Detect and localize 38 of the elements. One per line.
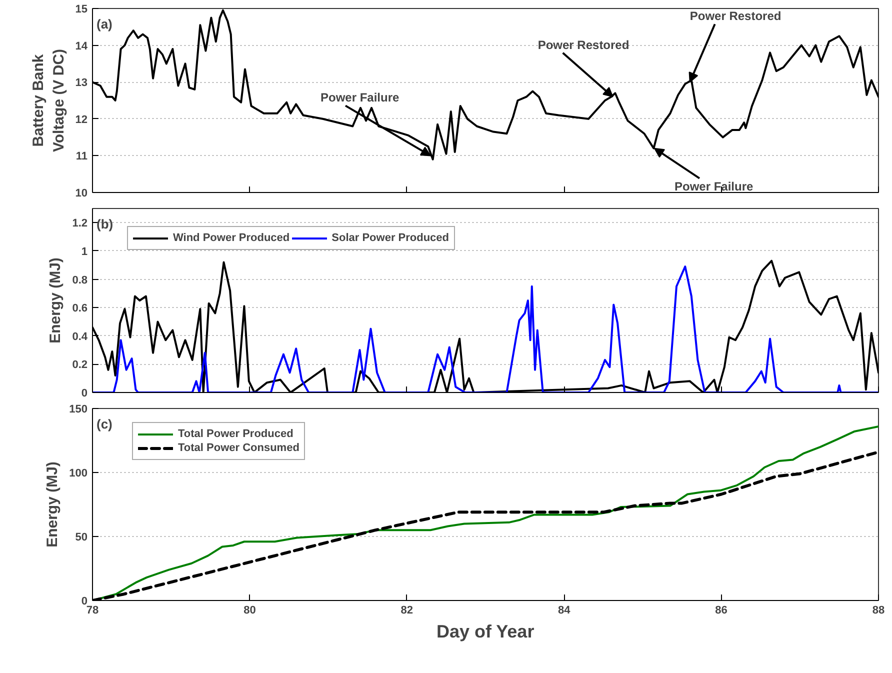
legend-label: Total Power Produced (178, 428, 294, 440)
y-tick-label: 0.6 (72, 302, 88, 315)
y-tick-label: 100 (69, 468, 88, 480)
y-tick-label: 1 (81, 246, 88, 258)
y-tick-label: 14 (75, 40, 88, 52)
y-tick-label: 11 (76, 150, 88, 163)
legend-label: Wind Power Produced (173, 232, 290, 244)
y-axis-title: Battery Bank Voltage (V DC) (30, 48, 68, 152)
y-tick-label: 50 (75, 532, 88, 544)
y-axis-title: Energy (MJ) (47, 258, 64, 344)
y-tick-label: 10 (75, 188, 88, 200)
legend-label: Solar Power Produced (332, 232, 450, 244)
y-tick-label: 0 (81, 388, 88, 400)
annotation: (b) (96, 216, 114, 232)
annotation: Power Restored (690, 9, 782, 24)
annotation: Power Failure (674, 179, 754, 194)
annotation: Power Restored (538, 38, 630, 52)
x-tick-label: 88 (872, 604, 885, 616)
x-tick-label: 78 (86, 604, 99, 616)
y-tick-label: 0 (81, 596, 88, 608)
x-tick-label: 82 (400, 604, 414, 616)
legend-label: Total Power Consumed (178, 442, 300, 454)
annotation: Power Failure (320, 90, 400, 105)
y-tick-label: 12 (75, 114, 88, 126)
y-axis-title: Energy (MJ) (44, 462, 62, 548)
annotation: (a) (96, 16, 112, 32)
y-tick-label: 150 (69, 404, 88, 416)
annotation: (c) (96, 416, 112, 432)
x-tick-label: 84 (558, 604, 572, 616)
y-tick-label: 13 (75, 77, 88, 90)
y-tick-label: 1.2 (72, 218, 88, 230)
x-tick-label: 86 (715, 604, 728, 616)
y-tick-label: 15 (75, 4, 88, 16)
y-tick-label: 0.4 (72, 330, 88, 343)
y-tick-label: 0.2 (72, 359, 88, 372)
x-tick-label: 80 (244, 604, 256, 616)
x-axis-title: Day of Year (436, 622, 534, 642)
y-tick-label: 0.8 (72, 274, 88, 286)
